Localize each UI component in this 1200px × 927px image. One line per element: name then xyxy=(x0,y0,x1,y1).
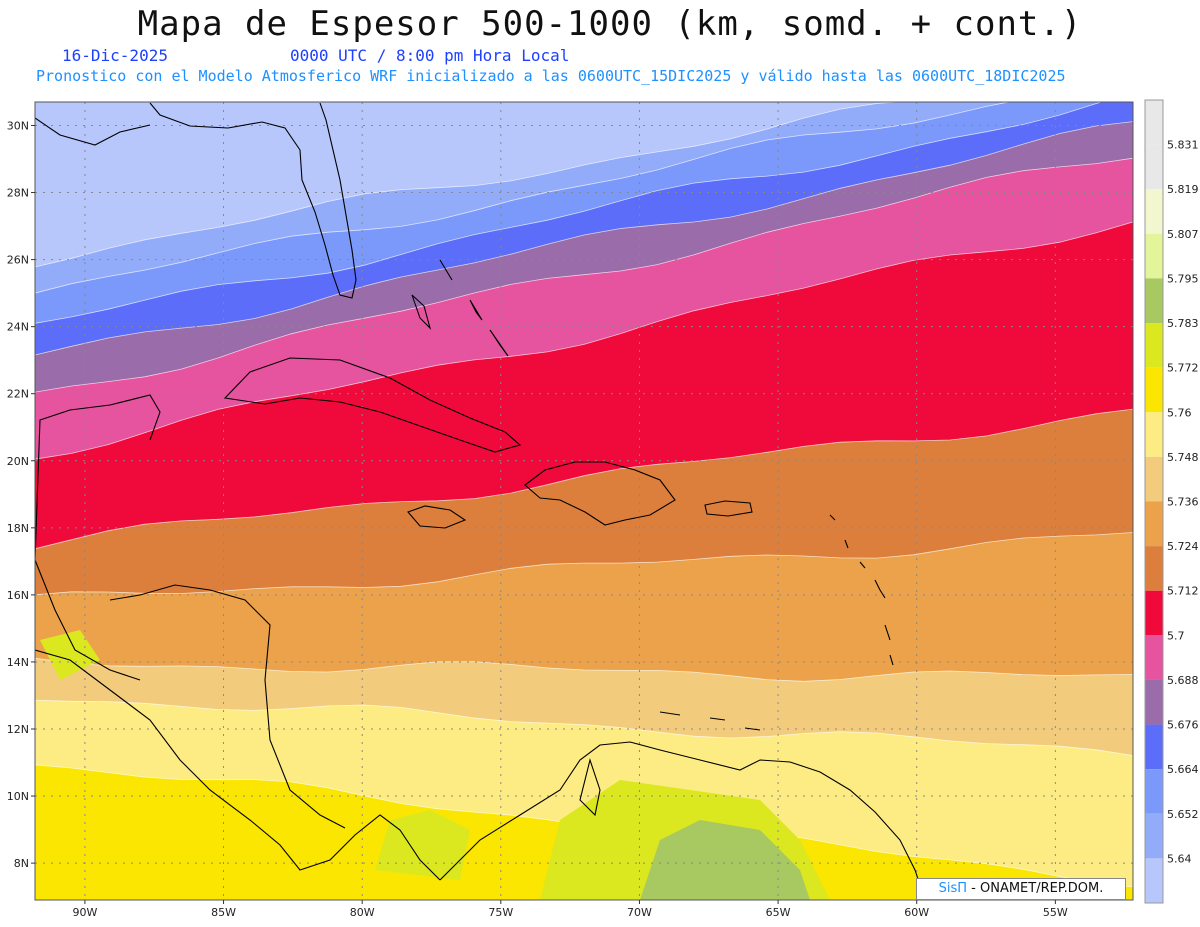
lon-label: 70W xyxy=(627,906,652,919)
lat-label: 10N xyxy=(7,790,29,803)
south-america-coast xyxy=(439,741,926,900)
colorbar-swatch xyxy=(1145,635,1163,680)
colorbar-label: 5.772 xyxy=(1167,362,1199,375)
abc-islands xyxy=(659,711,761,731)
florida-coast xyxy=(149,102,357,299)
colorbar-swatch-top xyxy=(1145,100,1163,145)
colorbar-swatch xyxy=(1145,367,1163,413)
colorbar-swatch xyxy=(1145,144,1163,190)
jamaica-coast xyxy=(407,505,467,529)
lon-label: 80W xyxy=(350,906,375,919)
contour-band-patch-ca xyxy=(40,630,100,680)
lesser-antilles xyxy=(829,514,894,666)
lat-label: 24N xyxy=(7,321,29,334)
lat-lon-grid xyxy=(35,102,1133,900)
colorbar-swatch xyxy=(1145,769,1163,814)
colorbar-label: 5.676 xyxy=(1167,719,1199,732)
colorbar-swatch xyxy=(1145,456,1163,502)
colorbar-label: 5.831 xyxy=(1167,139,1199,152)
lat-label: 14N xyxy=(7,656,29,669)
colorbar-swatch xyxy=(1145,813,1163,859)
thickness-contour-bands xyxy=(35,102,1133,900)
colorbar-swatch xyxy=(1145,724,1163,770)
gulf-coast xyxy=(35,117,151,146)
lon-label: 55W xyxy=(1043,906,1068,919)
colorbar-swatch xyxy=(1145,233,1163,279)
colorbar-label: 5.76 xyxy=(1167,406,1192,419)
contour-band-5.807 xyxy=(640,820,810,900)
lat-label: 8N xyxy=(14,857,29,870)
lat-label: 30N xyxy=(7,119,29,132)
central-america-coast xyxy=(35,649,441,881)
lat-label: 16N xyxy=(7,589,29,602)
colorbar-label: 5.652 xyxy=(1167,808,1199,821)
colorbar-swatch xyxy=(1145,278,1163,324)
hispaniola-coast xyxy=(524,461,676,526)
lat-label: 18N xyxy=(7,522,29,535)
lat-label: 22N xyxy=(7,388,29,401)
colorbar-label: 5.712 xyxy=(1167,585,1199,598)
colorbar-label: 5.819 xyxy=(1167,183,1199,196)
lat-label: 12N xyxy=(7,723,29,736)
yucatan-coast xyxy=(35,394,161,681)
colorbar-label: 5.7 xyxy=(1167,629,1185,642)
credit-box: SisΠ - ONAMET/REP.DOM. xyxy=(916,878,1126,900)
credit-brand: SisΠ xyxy=(938,881,968,896)
colorbar-swatch xyxy=(1145,323,1163,368)
coastlines xyxy=(35,102,926,900)
forecast-time: 0000 UTC / 8:00 pm Hora Local xyxy=(290,46,570,65)
lon-label: 85W xyxy=(211,906,236,919)
map-title: Mapa de Espesor 500-1000 (km, somd. + co… xyxy=(137,4,1083,44)
colorbar-swatch xyxy=(1145,189,1163,234)
lon-label: 60W xyxy=(904,906,929,919)
credit-text: - ONAMET/REP.DOM. xyxy=(971,881,1104,896)
lat-label: 28N xyxy=(7,187,29,200)
colorbar-frame xyxy=(1144,99,1164,904)
axis-tick-labels: 30N 28N 26N 24N 22N 20N 18N 16N 14N 12N 10N 8N 90W 85… xyxy=(7,119,1068,919)
colorbar-label: 5.736 xyxy=(1167,496,1199,509)
caribbean-coast-ca xyxy=(109,584,346,829)
colorbar-label: 5.688 xyxy=(1167,674,1199,687)
colorbar-swatch xyxy=(1145,858,1163,903)
lon-label: 65W xyxy=(766,906,791,919)
forecast-description: Pronostico con el Modelo Atmosferico WRF… xyxy=(36,67,1066,85)
colorbar-label: 5.795 xyxy=(1167,272,1199,285)
colorbar-label: 5.724 xyxy=(1167,540,1199,553)
colorbar-swatch xyxy=(1145,412,1163,457)
forecast-date: 16-Dic-2025 xyxy=(62,46,168,65)
colorbar-label: 5.807 xyxy=(1167,228,1199,241)
lat-label: 20N xyxy=(7,455,29,468)
lat-label: 26N xyxy=(7,254,29,267)
colorbar: 5.831 5.819 5.807 5.795 5.783 5.772 5.76 5.748 5… xyxy=(1144,99,1199,904)
contour-band-patch xyxy=(375,810,470,880)
maracaibo-lake xyxy=(579,758,601,817)
colorbar-swatch xyxy=(1145,501,1163,547)
colorbar-label: 5.664 xyxy=(1167,763,1199,776)
cuba-coast xyxy=(223,357,522,453)
lon-label: 90W xyxy=(72,906,97,919)
lon-label: 75W xyxy=(488,906,513,919)
colorbar-swatch xyxy=(1145,679,1163,725)
puerto-rico-coast xyxy=(704,500,753,517)
colorbar-label: 5.748 xyxy=(1167,451,1199,464)
colorbar-swatch xyxy=(1145,590,1163,636)
colorbar-swatch xyxy=(1145,546,1163,591)
plot-frame xyxy=(34,101,1134,901)
bahamas-islands xyxy=(411,259,509,357)
colorbar-label: 5.64 xyxy=(1167,852,1192,865)
colorbar-label: 5.783 xyxy=(1167,317,1199,330)
